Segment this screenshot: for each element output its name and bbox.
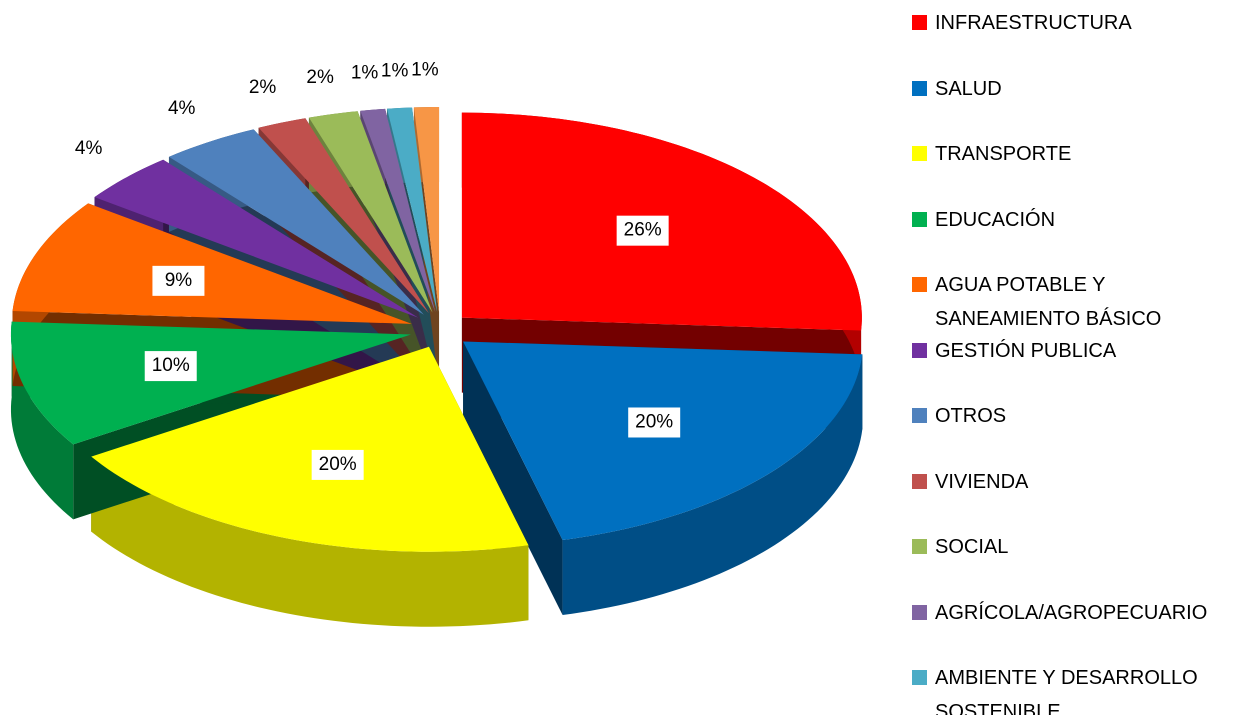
data-label: 2% [306, 67, 334, 88]
data-label: 4% [75, 138, 103, 159]
legend-label: TRANSPORTE [935, 143, 1072, 165]
legend-item: OTROS [912, 399, 1250, 433]
data-label: 1% [351, 62, 379, 83]
legend-label: VIVIENDA [935, 470, 1029, 493]
pie-area: 26%20%20%10%9%4%4%2% 2% 1% 1% 1% [10, 59, 863, 627]
legend-label: OTROS [935, 405, 1007, 427]
data-label-box [144, 351, 197, 382]
data-label-box [616, 215, 669, 246]
legend-item: SALUD [912, 72, 1250, 106]
legend-swatch [912, 604, 927, 620]
legend-item: AGRÍCOLA/AGROPECUARIO [912, 596, 1250, 630]
slice [94, 159, 419, 318]
data-labels: 26%20%20%10%9%4%4%2% 2% 1% 1% 1% [75, 59, 681, 480]
legend-swatch [912, 670, 927, 685]
data-label-box [152, 265, 205, 296]
data-label: 10% [152, 355, 190, 376]
slice [463, 341, 863, 541]
slice [168, 129, 424, 315]
data-label: 20% [635, 412, 673, 433]
data-label: 9% [165, 270, 193, 291]
legend-item: SOCIAL [912, 530, 1250, 564]
legend-swatch [912, 211, 927, 227]
legend-label: INFRAESTRUCTURA [935, 12, 1132, 34]
data-label-box [311, 449, 364, 480]
slice [387, 107, 438, 313]
slice-side [562, 354, 863, 616]
legend-swatch [912, 277, 927, 292]
legend-item: TRANSPORTE [912, 137, 1250, 171]
legend-label: AMBIENTE Y DESARROLLO SOSTENIBLE [935, 667, 1198, 715]
legend-swatch [912, 473, 927, 489]
data-label: 26% [624, 220, 662, 241]
data-label: 4% [168, 98, 196, 119]
legend-swatch [912, 146, 927, 161]
data-label-box [628, 407, 681, 438]
slice [258, 118, 429, 314]
legend-item: AGUA POTABLE Y SANEAMIENTO BÁSICO [912, 268, 1250, 336]
legend-swatch [912, 539, 927, 554]
legend-item: INFRAESTRUCTURA [912, 6, 1250, 40]
slice [12, 203, 412, 324]
slice [308, 111, 433, 313]
legend-swatch [912, 80, 927, 96]
legend-swatch [912, 408, 927, 423]
slice-side [463, 341, 563, 616]
legend-label: EDUCACIÓN [935, 208, 1056, 231]
legend-item: AMBIENTE Y DESARROLLO SOSTENIBLE [912, 661, 1250, 715]
legend-item: VIVIENDA [912, 465, 1250, 499]
legend-label: SALUD [935, 77, 1002, 100]
data-label: 1% [381, 60, 409, 81]
legend-label: AGUA POTABLE Y SANEAMIENTO BÁSICO [935, 274, 1162, 330]
data-label: 20% [319, 454, 357, 475]
legend-swatch [912, 342, 927, 358]
legend-item: GESTIÓN PUBLICA [912, 334, 1250, 368]
slice [10, 321, 411, 445]
legend-label: AGRÍCOLA/AGROPECUARIO [935, 601, 1208, 624]
legend-item: EDUCACIÓN [912, 203, 1250, 237]
slice-side [10, 321, 74, 520]
slice [360, 108, 436, 313]
slice [413, 107, 440, 313]
data-label: 2% [249, 77, 277, 98]
legend-swatch [912, 15, 927, 30]
slice [91, 346, 529, 552]
legend-label: SOCIAL [935, 536, 1009, 558]
data-label: 1% [411, 59, 439, 80]
slice-side [91, 456, 529, 627]
legend-label: GESTIÓN PUBLICA [935, 339, 1117, 362]
